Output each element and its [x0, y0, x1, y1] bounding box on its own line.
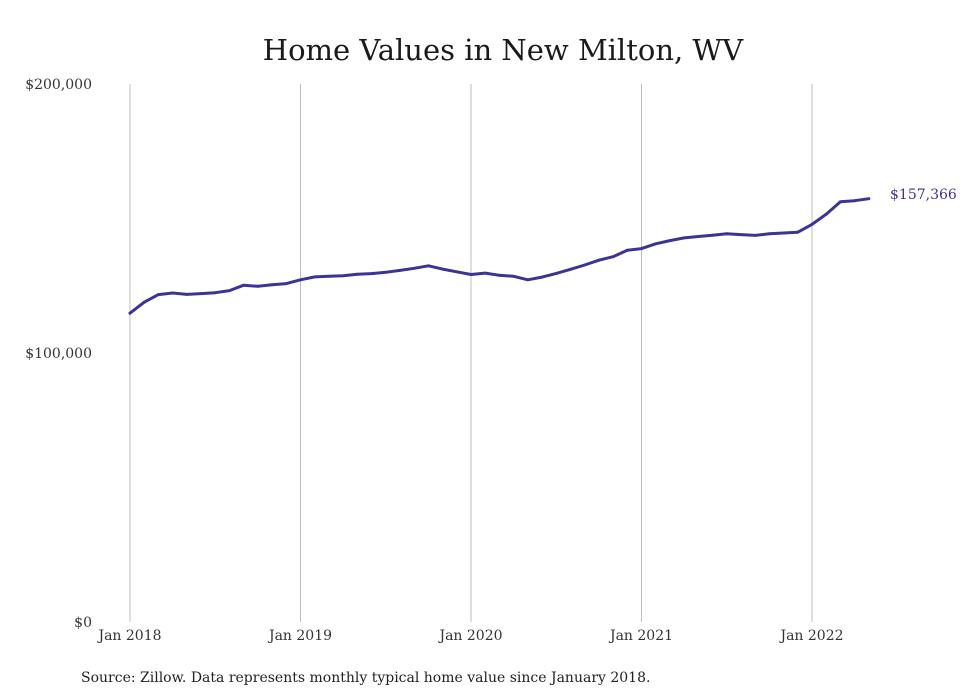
data-point [696, 235, 700, 238]
data-point [412, 266, 416, 270]
data-point [157, 293, 160, 296]
data-point [782, 231, 785, 235]
data-point [768, 232, 771, 236]
y-tick-label: $0 [74, 615, 92, 631]
data-point [256, 284, 260, 288]
data-point [540, 275, 544, 279]
x-tick-label: Jan 2021 [608, 628, 673, 644]
x-axis-ticks: Jan 2018 Jan 2019 Jan 2020 Jan 2021 Jan 2022 [96, 628, 843, 644]
series-layer [128, 197, 871, 315]
data-point [569, 267, 572, 271]
data-point [284, 282, 288, 285]
data-point [327, 274, 331, 278]
data-point [668, 239, 672, 243]
y-tick-label: $100,000 [25, 346, 92, 362]
data-point [583, 263, 587, 267]
data-point [867, 197, 871, 201]
data-point [640, 247, 643, 251]
data-point [341, 274, 345, 278]
chart-title: Home Values in New Milton, WV [263, 33, 744, 67]
x-tick-label: Jan 2022 [778, 628, 843, 644]
data-point [498, 273, 501, 277]
data-point [682, 236, 686, 240]
data-point [512, 274, 515, 278]
data-point [299, 278, 302, 282]
y-axis-ticks: $0 $100,000 $200,000 [25, 77, 92, 631]
data-point [469, 273, 473, 276]
x-tick-label: Jan 2018 [96, 628, 161, 644]
data-point [370, 272, 373, 275]
data-point [128, 311, 132, 315]
data-point [824, 212, 828, 216]
series-line-0 [128, 197, 871, 315]
data-point [625, 248, 629, 252]
x-tick-label: Jan 2019 [267, 628, 332, 644]
data-point [398, 269, 402, 272]
data-point [711, 233, 714, 237]
data-point [810, 223, 814, 226]
x-tick-label: Jan 2020 [437, 628, 502, 644]
data-point [796, 230, 800, 234]
data-point [384, 270, 388, 274]
data-point [739, 233, 743, 237]
data-point [611, 255, 615, 259]
data-point [753, 234, 757, 237]
data-point [526, 278, 530, 282]
data-point [483, 271, 487, 275]
data-point [554, 272, 558, 275]
data-point [654, 242, 658, 246]
gridlines [129, 84, 813, 622]
data-point [213, 291, 217, 295]
data-point [228, 289, 231, 292]
data-point [185, 293, 189, 296]
data-point [171, 291, 175, 295]
data-point [853, 199, 856, 203]
data-point [270, 283, 274, 287]
data-point [242, 283, 246, 287]
data-point [142, 300, 146, 304]
data-point [455, 270, 459, 274]
data-point [427, 264, 430, 268]
data-point [441, 267, 444, 271]
data-point [725, 232, 729, 236]
data-point [199, 292, 203, 295]
source-note: Source: Zillow. Data represents monthly … [81, 670, 650, 686]
data-point [355, 272, 359, 276]
end-value-label: $157,366 [890, 187, 957, 203]
data-point [839, 200, 842, 204]
y-tick-label: $200,000 [25, 77, 92, 93]
data-point [597, 258, 601, 262]
data-point [313, 275, 317, 279]
